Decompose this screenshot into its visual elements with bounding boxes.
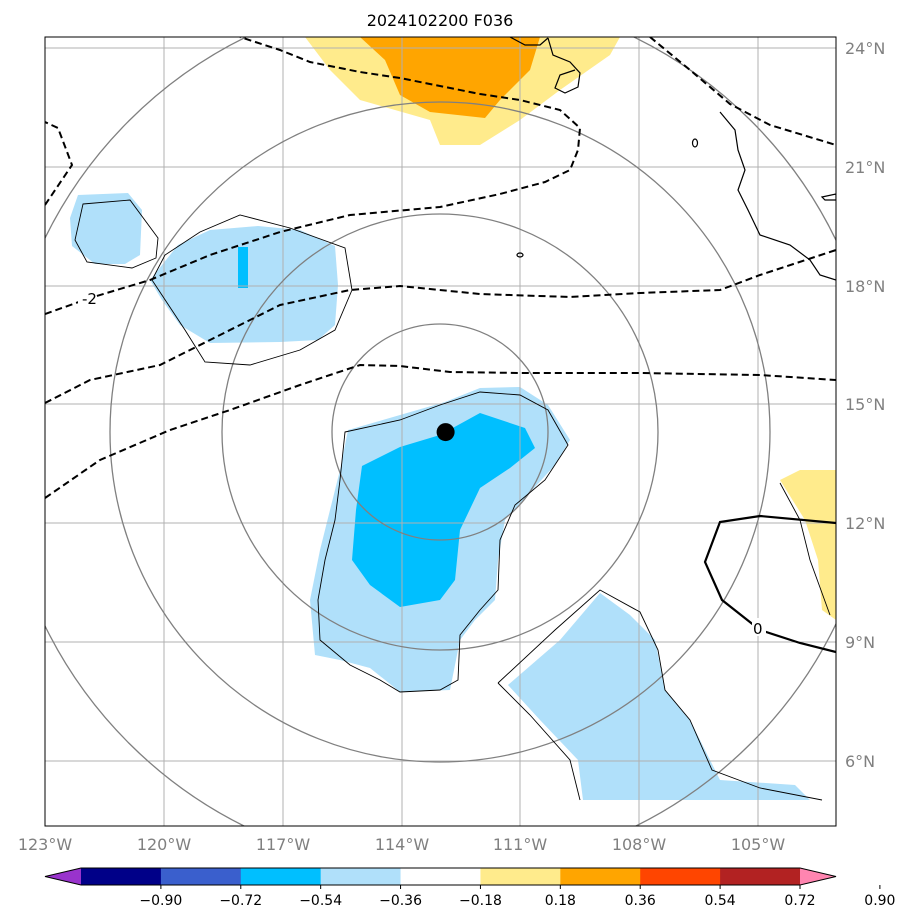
lat-label: 18°N bbox=[845, 277, 885, 296]
negative-anomaly-fill-west bbox=[70, 193, 142, 264]
colorbar-tick-label: 0.90 bbox=[864, 893, 895, 909]
plot-frame bbox=[44, 36, 837, 827]
colorbar-tick-label: 0.72 bbox=[784, 893, 815, 909]
colorbar-tick-label: 0.18 bbox=[545, 893, 576, 909]
lat-label: 6°N bbox=[845, 752, 875, 771]
negative-anomaly-core-northwest bbox=[238, 247, 248, 288]
contour-label-neg2: -2 bbox=[82, 290, 97, 308]
colorbar-tick-label: −0.36 bbox=[379, 893, 422, 909]
graticule bbox=[45, 37, 836, 826]
lon-label: 108°W bbox=[612, 835, 667, 854]
colorbar-tick-label: −0.90 bbox=[139, 893, 182, 909]
lon-label: 114°W bbox=[375, 835, 430, 854]
contour-label-bg bbox=[78, 288, 96, 306]
lat-label: 12°N bbox=[845, 514, 885, 533]
positive-anomaly-fill-east bbox=[780, 470, 836, 620]
colorbar-segment bbox=[480, 868, 561, 885]
coastline bbox=[509, 37, 836, 281]
colorbar-tick-label: 0.54 bbox=[705, 893, 736, 909]
lon-label: 111°W bbox=[493, 835, 548, 854]
map-title: 2024102200 F036 bbox=[367, 11, 514, 30]
colorbar-tick-label: −0.54 bbox=[299, 893, 342, 909]
colorbar-segment bbox=[640, 868, 721, 885]
colorbar-segment bbox=[240, 868, 322, 885]
storm-center-marker bbox=[436, 423, 455, 442]
colorbar-segment bbox=[320, 868, 402, 885]
negative-anomaly-core-center bbox=[352, 413, 535, 607]
lat-label: 15°N bbox=[845, 395, 885, 414]
colorbar-tick-label: −0.18 bbox=[459, 893, 502, 909]
latitude-labels: 24°N 21°N 18°N 15°N 12°N 9°N 6°N bbox=[845, 39, 885, 771]
colorbar-outline bbox=[44, 867, 837, 886]
lat-label: 9°N bbox=[845, 633, 875, 652]
colorbar-segment bbox=[720, 868, 801, 885]
colorbar-segment bbox=[160, 868, 242, 885]
lat-label: 24°N bbox=[845, 39, 885, 58]
shaded-anomaly-layer bbox=[70, 37, 836, 800]
lat-label: 21°N bbox=[845, 158, 885, 177]
colorbar-segment bbox=[560, 868, 641, 885]
positive-anomaly-core-north bbox=[360, 37, 540, 118]
zero-contour bbox=[703, 514, 836, 654]
lon-label: 105°W bbox=[731, 835, 786, 854]
colorbar-extend-max bbox=[800, 868, 836, 885]
map-plot-area bbox=[45, 37, 836, 826]
colorbar-tick-label: 0.36 bbox=[625, 893, 656, 909]
dashed-height-contours bbox=[45, 37, 836, 499]
lon-label: 123°W bbox=[18, 835, 73, 854]
contour-label-zero: 0 bbox=[753, 620, 763, 638]
colorbar-segment bbox=[400, 868, 481, 885]
colorbar-segment bbox=[81, 868, 162, 885]
lon-label: 120°W bbox=[137, 835, 192, 854]
contour-label-bg bbox=[752, 618, 766, 636]
negative-anomaly-fill-southeast bbox=[508, 593, 810, 800]
lon-label: 117°W bbox=[256, 835, 311, 854]
range-rings bbox=[45, 37, 836, 826]
colorbar-tick-label: −0.72 bbox=[219, 893, 262, 909]
colorbar: −0.90 −0.72 −0.54 −0.36 −0.18 0.18 0.36 0.54 0.7… bbox=[44, 867, 895, 909]
thin-outline-contours bbox=[74, 199, 831, 801]
colorbar-extend-min bbox=[45, 868, 81, 885]
longitude-labels: 123°W 120°W 117°W 114°W 111°W 108°W 105°… bbox=[18, 835, 786, 854]
